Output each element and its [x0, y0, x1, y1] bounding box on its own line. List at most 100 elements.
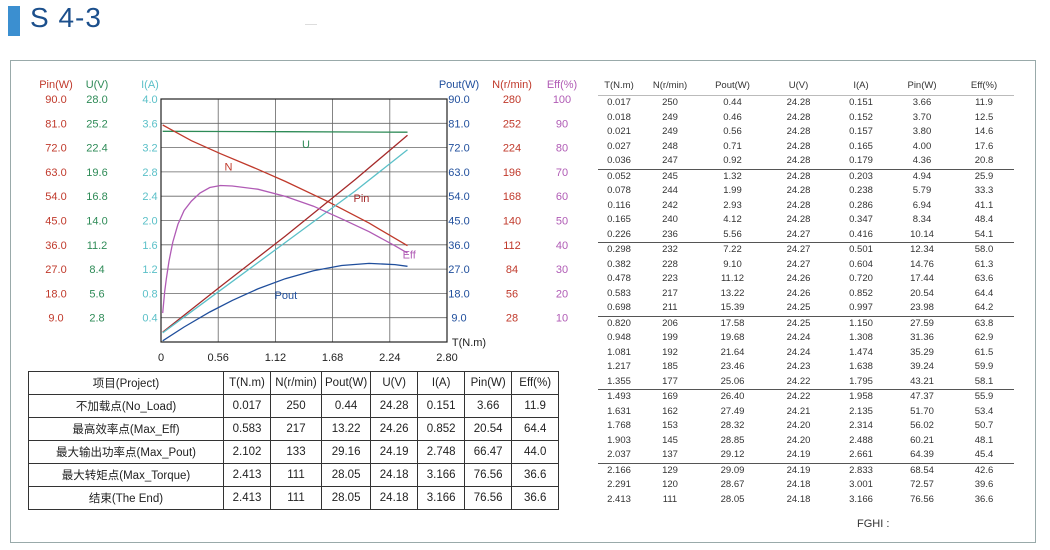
data-table-row: 0.116 242 2.93 24.28 0.286 6.94 41.1: [598, 199, 1014, 214]
right-axis-tick-label: 50: [556, 216, 568, 228]
footer-code: FGHI :: [857, 518, 890, 530]
left-axis-tick-label: 2.4: [142, 191, 157, 203]
right-axis-tick-label: 112: [503, 240, 521, 252]
project-table-cell: 24.19: [370, 440, 419, 464]
data-table-cell: 0.157: [849, 126, 873, 138]
data-table-cell: 29.12: [700, 448, 765, 464]
data-table-cell: 0.416: [832, 227, 890, 243]
data-table-cell: 2.661: [832, 448, 890, 464]
data-table-cell: 24.27: [786, 258, 811, 270]
left-axis-tick-label: 54.0: [45, 191, 66, 203]
data-table-row: 0.165 240 4.12 24.28 0.347 8.34 48.4: [598, 213, 1014, 228]
data-table-cell: 28.85: [720, 434, 745, 446]
data-table-cell: 51.70: [910, 405, 934, 417]
right-axis-tick-label: 30: [556, 264, 568, 276]
x-axis-title: T(N.m): [452, 337, 486, 349]
data-table-cell: 24.26: [786, 287, 811, 299]
project-table-cell: 111: [270, 463, 322, 487]
data-table-cell: 0.71: [723, 140, 742, 152]
data-table-cell: 24.21: [786, 405, 811, 417]
left-axis-tick-label: 18.0: [45, 288, 66, 300]
data-table-cell: 50.7: [974, 420, 994, 432]
data-table-cell: 61.5: [974, 346, 994, 358]
project-table-cell: 76.56: [464, 463, 513, 487]
data-table-cell: 1.638: [849, 361, 873, 373]
data-table-cell: 2.833: [849, 464, 873, 476]
data-table-row: 2.166 129 29.09 24.19 2.833 68.54 42.6: [598, 463, 1014, 478]
data-table-cell: 24.23: [786, 361, 811, 373]
data-table-cell: 3.66: [912, 97, 932, 109]
project-table-cell: 24.18: [370, 486, 419, 510]
data-table-cell: 153: [662, 420, 678, 432]
data-table-cell: 59.9: [974, 361, 994, 373]
project-table-cell: 最大输出功率点(Max_Pout): [28, 440, 224, 464]
left-axis-tick-label: 1.2: [142, 264, 157, 276]
left-axis-title: U(V): [86, 79, 109, 91]
data-table-row: 0.382 228 9.10 24.27 0.604 14.76 61.3: [598, 258, 1014, 273]
data-table-cell: 249: [662, 126, 678, 138]
project-table-cell: 28.05: [320, 463, 372, 487]
data-table-cell: 0.948: [607, 332, 631, 344]
left-axis-tick-label: 19.6: [86, 167, 107, 179]
project-table-cell: 24.26: [370, 417, 419, 441]
project-table-cell: 0.583: [223, 417, 271, 441]
data-table-cell: 24.19: [786, 464, 811, 476]
data-table-row: 0.052 245 1.32 24.28 0.203 4.94 25.9: [598, 169, 1014, 184]
right-axis-tick-label: 56: [506, 288, 518, 300]
data-table-cell: 24.27: [786, 244, 811, 256]
left-axis-tick-label: 2.0: [142, 216, 157, 228]
data-table-cell: 242: [662, 199, 678, 211]
data-table-cell: 21.64: [720, 346, 745, 358]
data-table-cell: 19.68: [720, 332, 745, 344]
series-label-pin: Pin: [354, 193, 370, 205]
project-table-cell: 133: [270, 440, 322, 464]
project-table-row: 不加载点(No_Load) 0.017 250 0.44 24.28 0.151 3.66 1…: [28, 394, 560, 418]
project-table-cell: 11.9: [511, 394, 560, 418]
right-axis-tick-label: 224: [503, 143, 521, 155]
data-table-cell: 223: [662, 273, 678, 285]
data-table-cell: 23.46: [720, 361, 745, 373]
data-table-cell: 72.57: [910, 479, 934, 491]
data-table-cell: 17.6: [974, 140, 994, 152]
data-table-cell: 41.1: [974, 199, 994, 211]
data-table-cell: 0.021: [607, 126, 631, 138]
content-panel: [10, 60, 1036, 543]
right-axis-tick-label: 168: [503, 191, 521, 203]
project-table-cell: 0.44: [320, 394, 372, 418]
data-table-row: 1.493 169 26.40 24.22 1.958 47.37 55.9: [598, 390, 1014, 405]
right-axis-tick-label: 20: [556, 288, 568, 300]
data-table-cell: 0.165: [607, 214, 631, 226]
series-line-i: [162, 149, 408, 334]
project-table-cell: 3.166: [417, 486, 466, 510]
project-table-row: 最高效率点(Max_Eff) 0.583 217 13.22 24.26 0.852 20.…: [28, 417, 560, 441]
right-axis-tick-label: 196: [503, 167, 521, 179]
data-table-cell: 137: [640, 448, 700, 464]
data-table-cell: 3.80: [912, 126, 932, 138]
data-table-cell: 1.308: [849, 332, 873, 344]
data-table-cell: 0.018: [607, 111, 631, 123]
series-line-eff: [162, 184, 408, 314]
data-table-cell: 63.6: [974, 273, 994, 285]
data-table-row: 1.903 145 28.85 24.20 2.488 60.21 48.1: [598, 434, 1014, 449]
data-table-row: 0.018 249 0.46 24.28 0.152 3.70 12.5: [598, 111, 1014, 126]
data-table-row: 2.291 120 28.67 24.18 3.001 72.57 39.6: [598, 478, 1014, 493]
data-table-row: 0.017 250 0.44 24.28 0.151 3.66 11.9: [598, 96, 1014, 111]
data-table-cell: 0.226: [598, 227, 640, 243]
data-table-cell: 24.20: [786, 434, 811, 446]
data-table-cell: 249: [662, 111, 678, 123]
data-table-cell: 1.493: [607, 391, 631, 403]
project-table-cell: 28.05: [320, 486, 372, 510]
data-table-cell: 24.28: [786, 111, 811, 123]
data-table-cell: 17.58: [720, 317, 745, 329]
data-table-cell: 76.56: [910, 493, 934, 505]
data-table-cell: 62.9: [974, 332, 994, 344]
data-table-cell: 0.116: [607, 199, 631, 211]
data-table-cell: 162: [662, 405, 678, 417]
data-table-cell: 3.70: [912, 111, 932, 123]
data-table-cell: 31.36: [910, 332, 934, 344]
left-axis-tick-label: 2.8: [89, 313, 104, 325]
left-axis-tick-label: 3.6: [142, 118, 157, 130]
title-accent-bar: [8, 6, 20, 36]
right-axis-tick-label: 9.0: [451, 313, 466, 325]
data-table-cell: 64.39: [890, 448, 954, 464]
